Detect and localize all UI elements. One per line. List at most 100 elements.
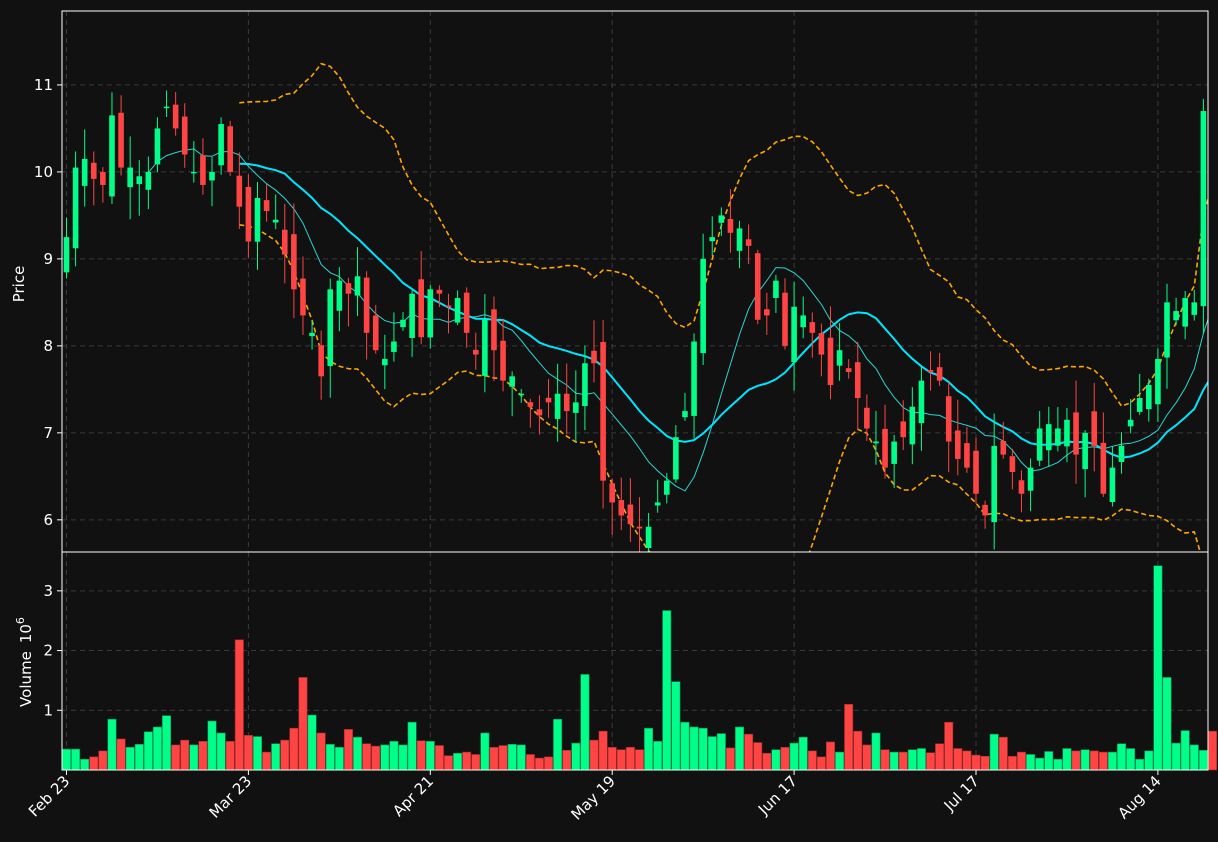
- candle-body: [764, 309, 770, 316]
- candle-body: [291, 234, 297, 290]
- candle-body: [1045, 424, 1052, 451]
- volume-bar: [116, 738, 126, 771]
- volume-bar: [134, 744, 144, 771]
- candle-body: [663, 480, 670, 495]
- volume-axis-exponent: 6: [14, 617, 27, 624]
- candle-body: [200, 155, 206, 185]
- volume-bar: [61, 748, 71, 771]
- candle-body: [154, 128, 161, 165]
- candle-body: [254, 198, 261, 242]
- candle-body: [600, 341, 606, 481]
- volume-bar: [71, 748, 81, 771]
- candle-body: [1118, 445, 1125, 462]
- candle-body: [845, 368, 852, 372]
- candle-body: [500, 340, 506, 381]
- candle-body: [491, 309, 497, 351]
- volume-bar: [907, 749, 917, 771]
- candle-body: [136, 176, 143, 185]
- candle-body: [445, 305, 452, 307]
- volume-bar: [1126, 748, 1136, 771]
- volume-axis-ticks: 1 2 3: [43, 582, 62, 719]
- volume-bar: [562, 749, 572, 771]
- volume-bar: [698, 727, 708, 771]
- volume-bar: [671, 681, 681, 771]
- volume-bar: [807, 750, 817, 771]
- candle-body: [1073, 412, 1079, 455]
- candle-body: [827, 337, 834, 386]
- candle-body: [809, 322, 816, 333]
- volume-bar: [243, 735, 253, 771]
- candle-body: [181, 116, 188, 155]
- candle-body: [609, 483, 615, 503]
- volume-bar: [516, 744, 526, 771]
- volume-bar: [1089, 750, 1099, 771]
- volume-bar: [625, 747, 635, 771]
- candle-body: [854, 362, 861, 399]
- volume-bar: [1189, 744, 1199, 771]
- volume-bar: [189, 744, 199, 771]
- candle-body: [873, 441, 879, 444]
- price-axis-label: Price: [10, 266, 28, 303]
- volume-bar: [80, 758, 90, 771]
- candle-body: [800, 315, 806, 328]
- volume-bar: [780, 747, 790, 771]
- candle-body: [1064, 419, 1070, 447]
- candle-body: [463, 292, 470, 333]
- candle-body: [918, 380, 925, 424]
- volume-bar: [225, 741, 235, 771]
- volume-bar: [1053, 758, 1063, 771]
- candle-body: [427, 289, 434, 338]
- candle-body: [1164, 302, 1170, 358]
- volume-bar: [89, 756, 99, 771]
- candle-body: [536, 409, 543, 416]
- price-tick-label: 10: [34, 163, 53, 181]
- volume-bar: [380, 744, 390, 771]
- volume-bar: [1016, 751, 1026, 771]
- candle-body: [745, 239, 752, 246]
- candle-body: [782, 292, 788, 346]
- candle-body: [754, 253, 761, 320]
- candle-body: [409, 293, 415, 338]
- volume-bar: [252, 736, 262, 771]
- bollinger-upper-line: [239, 62, 1208, 407]
- candle-body: [272, 219, 279, 223]
- volume-bar: [1207, 730, 1217, 771]
- volume-bar: [353, 736, 363, 771]
- candle-body: [573, 402, 579, 413]
- candle-body: [927, 370, 934, 372]
- volume-bar: [1135, 758, 1145, 771]
- candle-body: [691, 341, 697, 416]
- volume-bar: [498, 745, 508, 771]
- volume-bar: [198, 741, 208, 771]
- volume-bar: [1044, 751, 1054, 771]
- candle-body: [1191, 302, 1198, 315]
- volume-bar: [962, 750, 972, 771]
- ma-20-line: [239, 162, 1208, 459]
- volume-panel-frame: [61, 551, 1209, 771]
- ma-10-line: [148, 148, 1208, 492]
- candle-body: [718, 215, 725, 223]
- volume-bar: [580, 674, 590, 771]
- candle-body: [864, 407, 870, 429]
- candle-body: [1127, 419, 1134, 427]
- volume-bar: [898, 751, 908, 771]
- candle-body: [1091, 411, 1098, 446]
- price-tick-label: 7: [43, 424, 53, 442]
- volume-bar: [434, 745, 444, 771]
- volume-bar: [680, 721, 690, 771]
- volume-tick-label: 2: [43, 642, 53, 660]
- volume-bar: [1117, 743, 1127, 771]
- volume-bar: [798, 736, 808, 771]
- bollinger-lower-line: [239, 224, 1202, 552]
- bollinger-bands: [239, 62, 1208, 552]
- candle-body: [336, 280, 343, 311]
- candle-body: [982, 504, 988, 516]
- candle-body: [109, 115, 115, 197]
- price-tick-label: 6: [43, 511, 53, 529]
- candle-body: [836, 350, 843, 366]
- candle-body: [309, 332, 315, 337]
- volume-bar: [771, 749, 781, 771]
- candle-body: [554, 393, 561, 419]
- volume-bar: [1071, 750, 1081, 771]
- candle-body: [163, 106, 170, 109]
